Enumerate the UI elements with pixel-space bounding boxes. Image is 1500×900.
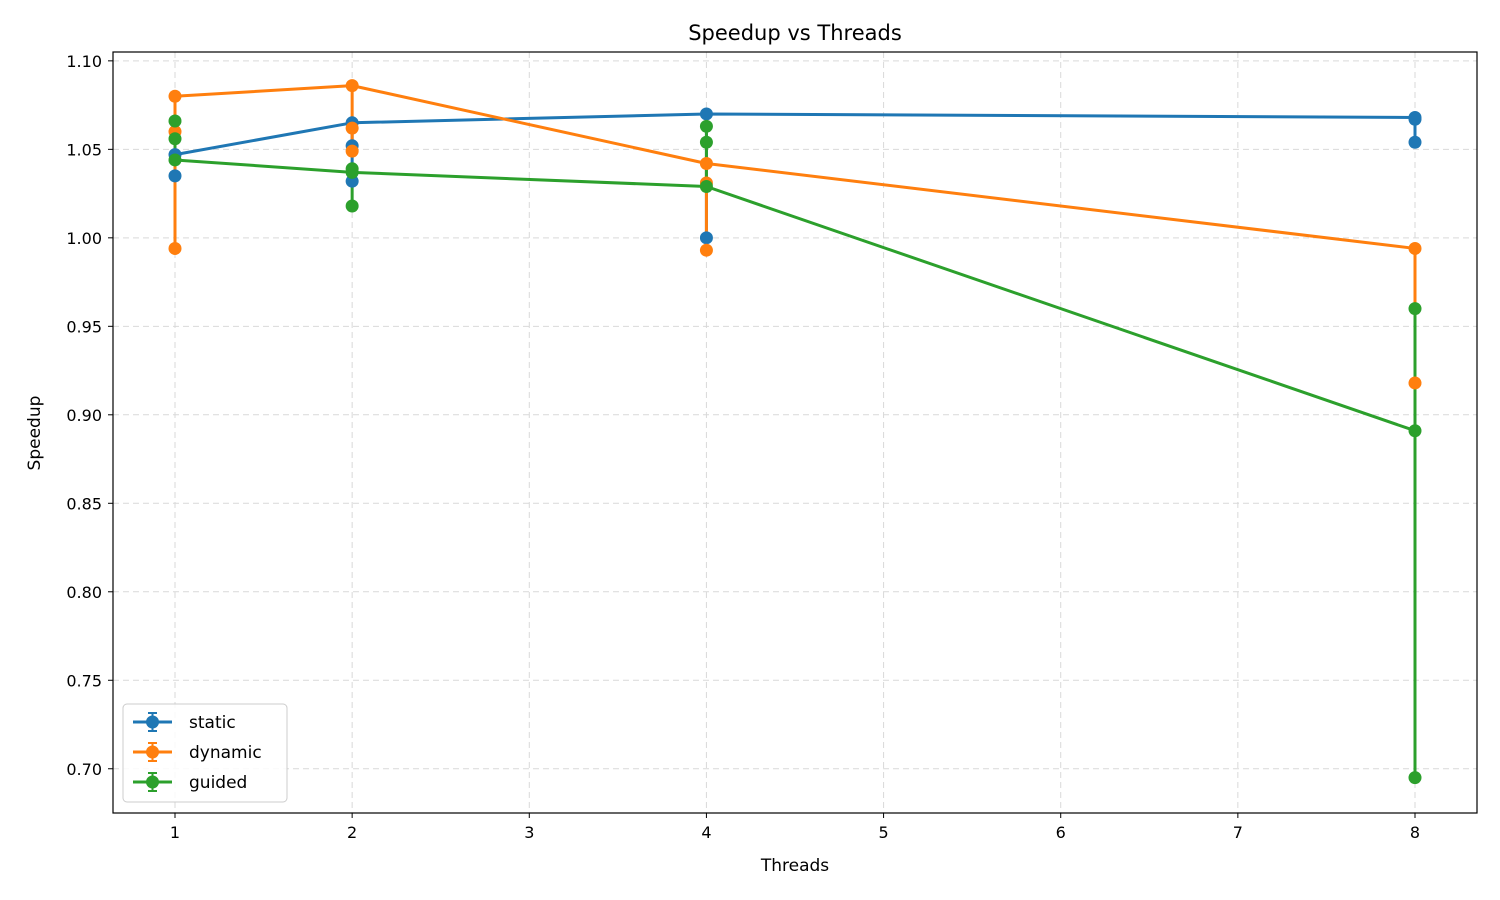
data-point-static (1408, 110, 1422, 124)
measurement-point-guided (699, 135, 713, 149)
legend-marker-dynamic (146, 745, 159, 759)
chart-title: Speedup vs Threads (688, 21, 902, 45)
x-tick-label: 7 (1233, 823, 1243, 842)
measurement-point-dynamic (168, 241, 182, 255)
measurement-point-guided (168, 132, 182, 146)
error-bars (173, 85, 1417, 778)
legend: static dynamic guided (122, 703, 288, 803)
x-tick-label: 3 (524, 823, 534, 842)
measurement-point-static (168, 169, 182, 183)
y-tick-label: 1.00 (66, 229, 102, 248)
x-tick-label: 1 (170, 823, 180, 842)
data-point-dynamic (345, 79, 359, 93)
x-tick-label: 4 (701, 823, 711, 842)
measurement-point-static (1408, 135, 1422, 149)
x-tick-label: 5 (878, 823, 888, 842)
data-point-dynamic (168, 89, 182, 103)
x-axis-title: Threads (760, 856, 829, 876)
measurement-point-guided (168, 114, 182, 128)
measurement-point-dynamic (345, 121, 359, 135)
measurement-point-guided (1408, 302, 1422, 316)
measurement-point-dynamic (345, 144, 359, 158)
measurement-point-dynamic (699, 243, 713, 257)
y-tick-label: 0.85 (66, 494, 102, 513)
y-tick-label: 0.90 (66, 406, 102, 425)
data-point-dynamic (699, 156, 713, 170)
y-tick-label: 0.80 (66, 583, 102, 602)
legend-marker-static (146, 715, 159, 729)
legend-marker-guided (146, 775, 159, 789)
data-point-static (699, 107, 713, 121)
y-tick-label: 0.95 (66, 317, 102, 336)
measurement-point-guided (345, 199, 359, 213)
series-line-dynamic (174, 84, 1416, 250)
x-tick-label: 2 (347, 823, 357, 842)
y-tick-label: 1.10 (66, 52, 102, 71)
series-line-static (174, 112, 1416, 157)
data-point-guided (168, 153, 182, 167)
series-line-guided (174, 158, 1416, 433)
data-point-guided (1408, 424, 1422, 438)
x-tick-label: 6 (1056, 823, 1066, 842)
legend-box (122, 703, 288, 803)
y-tick-label: 0.70 (66, 760, 102, 779)
legend-label-dynamic: dynamic (189, 743, 262, 763)
y-tick-label: 1.05 (66, 140, 102, 159)
legend-label-static: static (189, 713, 236, 733)
legend-label-guided: guided (189, 773, 247, 793)
y-axis-title: Speedup (25, 396, 45, 471)
series-lines (174, 84, 1416, 433)
data-point-guided (699, 180, 713, 194)
measurement-point-guided (699, 119, 713, 133)
measurement-point-guided (1408, 771, 1422, 785)
measurement-point-static (699, 231, 713, 245)
grid (113, 52, 1477, 813)
data-point-guided (345, 165, 359, 179)
axes: 1 2 3 4 5 6 7 8 0.70 0.75 0.80 0.85 0.90 0.95 1.00 1.05… (66, 51, 1478, 842)
measurement-point-dynamic (1408, 376, 1422, 390)
x-tick-label: 8 (1410, 823, 1420, 842)
data-point-dynamic (1408, 241, 1422, 255)
data-points (168, 79, 1422, 785)
y-tick-label: 0.75 (66, 671, 102, 690)
plot-frame (112, 51, 1478, 814)
